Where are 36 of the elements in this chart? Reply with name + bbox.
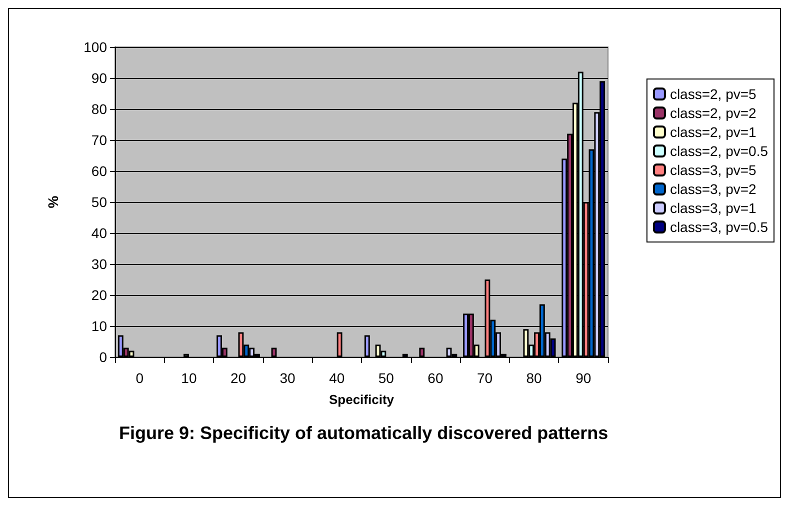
legend-label: class=3, pv=2: [670, 181, 757, 197]
y-tick-label: 100: [84, 39, 108, 55]
legend-label: class=2, pv=2: [670, 105, 757, 121]
bar: [336, 332, 342, 357]
y-tick-label: 10: [91, 318, 108, 334]
bar: [364, 335, 370, 357]
y-tick-label: 20: [91, 287, 108, 303]
x-tick-label: 20: [230, 370, 246, 386]
x-tick-label: 90: [576, 370, 592, 386]
x-tick-label: 70: [476, 370, 493, 386]
text: Figure 9: Specificity of automatically discovered patterns: [119, 423, 608, 443]
x-tick-label: 50: [378, 370, 394, 386]
legend-label: class=2, pv=5: [670, 86, 757, 102]
y-tick-label: 80: [91, 101, 108, 117]
y-axis-title: %: [45, 195, 61, 208]
y-tick-label: 30: [91, 256, 108, 272]
y-tick-label: 40: [91, 225, 108, 241]
x-tick-label: 30: [280, 370, 296, 386]
x-tick-label: 40: [329, 370, 345, 386]
x-tick-label: 60: [428, 370, 444, 386]
y-tick-label: 70: [91, 132, 108, 148]
y-tick-label: 0: [99, 349, 108, 365]
y-tick-label: 60: [91, 163, 108, 179]
legend-label: class=2, pv=0.5: [670, 143, 768, 159]
legend-label: class=3, pv=5: [670, 162, 757, 178]
legend-label: class=2, pv=1: [670, 124, 757, 140]
y-tick-label: 50: [91, 194, 108, 210]
bar: [271, 348, 277, 357]
x-tick-label: 80: [526, 370, 542, 386]
bar: [419, 348, 425, 357]
legend-label: class=3, pv=0.5: [670, 219, 768, 235]
y-tick-label: 90: [91, 70, 108, 86]
x-tick-label: 10: [181, 370, 197, 386]
legend-label: class=3, pv=1: [670, 200, 757, 216]
x-axis-title: Specificity: [328, 392, 395, 407]
x-tick-label: 0: [136, 370, 144, 386]
